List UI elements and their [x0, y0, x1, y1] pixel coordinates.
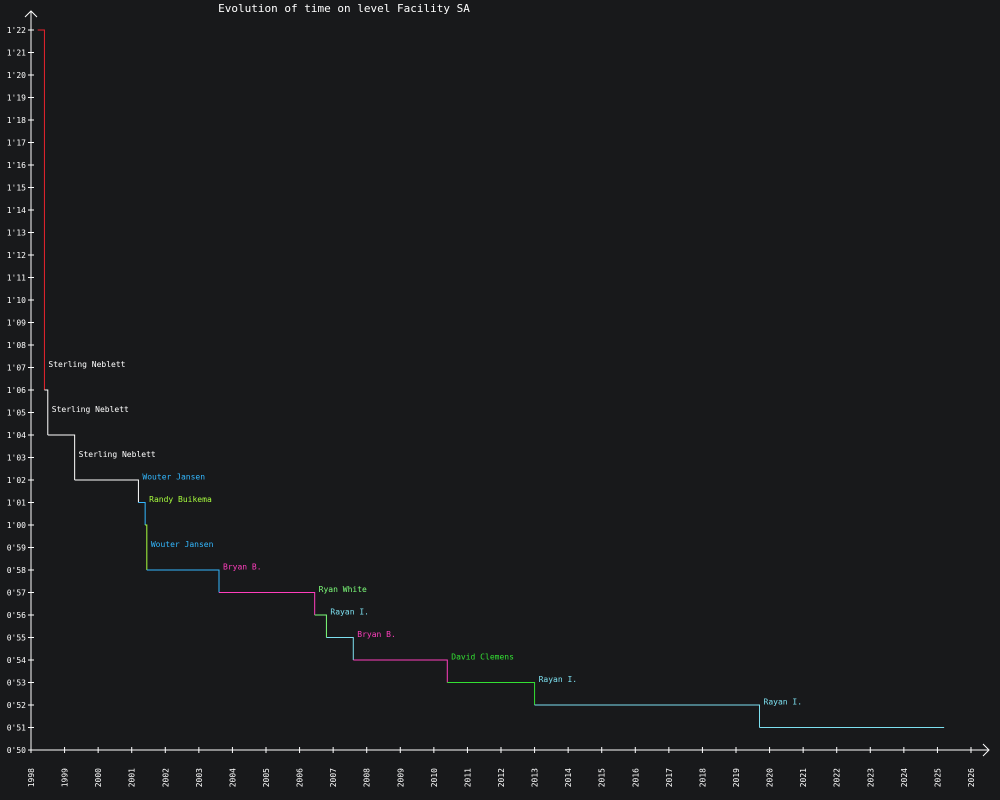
y-tick-label: 1'04: [7, 431, 26, 440]
x-tick-label: 2020: [766, 768, 775, 787]
record-holder-label: Wouter Jansen: [151, 540, 214, 549]
record-holder-label: David Clemens: [451, 653, 514, 662]
y-axis-arrow: [24, 10, 38, 18]
y-tick-label: 1'20: [7, 71, 26, 80]
y-tick-label: 1'03: [7, 454, 26, 463]
y-tick-label: 0'55: [7, 634, 26, 643]
record-holder-label: Sterling Neblett: [48, 360, 125, 369]
record-step: [534, 704, 760, 728]
y-tick-label: 1'22: [7, 26, 26, 35]
record-holder-label: Rayan I.: [330, 608, 369, 617]
x-tick-label: 2002: [161, 768, 170, 787]
y-tick-label: 0'59: [7, 544, 26, 553]
y-tick-label: 1'02: [7, 476, 26, 485]
y-tick-label: 1'06: [7, 386, 26, 395]
y-tick-label: 1'16: [7, 161, 26, 170]
y-tick-label: 1'00: [7, 521, 26, 530]
x-tick-label: 2024: [900, 768, 909, 787]
y-tick-label: 1'15: [7, 184, 26, 193]
record-step: [146, 569, 220, 593]
record-holder-label: Bryan B.: [223, 563, 262, 572]
y-tick-label: 1'01: [7, 499, 26, 508]
x-tick-label: 2022: [833, 768, 842, 787]
x-tick-label: 2003: [195, 768, 204, 787]
x-tick-label: 2018: [698, 768, 707, 787]
y-tick-label: 0'50: [7, 746, 26, 755]
record-holder-label: Randy Buikema: [149, 495, 212, 504]
y-tick-label: 1'08: [7, 341, 26, 350]
y-tick-label: 1'11: [7, 274, 26, 283]
record-step: [353, 659, 448, 683]
record-step: [219, 592, 316, 615]
record-series: [37, 29, 945, 728]
x-tick-label: 2008: [363, 768, 372, 787]
axes: [24, 10, 990, 757]
record-holder-label: Ryan White: [319, 585, 367, 594]
record-step: [326, 637, 354, 660]
x-tick-label: 2017: [665, 768, 674, 787]
x-tick-label: 2014: [564, 768, 573, 787]
record-step: [314, 614, 327, 638]
record-step: [447, 682, 536, 705]
x-axis-ticks: 1998 1999 2000 2001 2002 2003 2004 2005 2006 2007…: [27, 747, 976, 787]
x-tick-label: 1999: [61, 768, 70, 787]
x-tick-label: 2010: [430, 768, 439, 787]
record-holder-label: Sterling Neblett: [52, 405, 129, 414]
x-tick-label: 2005: [262, 768, 271, 787]
record-step: [74, 479, 139, 503]
x-tick-label: 2004: [228, 768, 237, 787]
x-tick-label: 2006: [296, 768, 305, 787]
x-tick-label: 2001: [128, 768, 137, 787]
x-tick-label: 2019: [732, 768, 741, 787]
record-holder-label: Sterling Neblett: [79, 450, 156, 459]
y-tick-label: 0'54: [7, 656, 26, 665]
record-step: [138, 502, 146, 525]
y-tick-label: 1'09: [7, 319, 26, 328]
y-tick-label: 0'57: [7, 589, 26, 598]
y-tick-label: 1'12: [7, 251, 26, 260]
y-tick-label: 1'13: [7, 229, 26, 238]
x-tick-label: 2007: [329, 768, 338, 787]
x-tick-label: 1998: [27, 768, 36, 787]
x-tick-label: 2026: [967, 768, 976, 787]
record-step: [37, 29, 45, 390]
y-tick-label: 1'05: [7, 409, 26, 418]
y-tick-label: 1'07: [7, 364, 26, 373]
x-tick-label: 2000: [94, 768, 103, 787]
record-holder-label: Rayan I.: [764, 698, 803, 707]
x-tick-label: 2016: [631, 768, 640, 787]
record-step: [145, 524, 148, 570]
y-tick-label: 0'58: [7, 566, 26, 575]
y-tick-label: 1'18: [7, 116, 26, 125]
x-tick-label: 2025: [933, 768, 942, 787]
y-tick-label: 0'52: [7, 701, 26, 710]
x-axis-arrow: [982, 743, 990, 757]
y-tick-label: 1'17: [7, 139, 26, 148]
y-tick-label: 1'19: [7, 94, 26, 103]
record-step: [47, 434, 76, 480]
x-tick-label: 2023: [866, 768, 875, 787]
x-tick-label: 2013: [531, 768, 540, 787]
x-tick-label: 2009: [396, 768, 405, 787]
y-tick-label: 0'56: [7, 611, 26, 620]
x-tick-label: 2021: [799, 768, 808, 787]
record-holder-label: Bryan B.: [357, 630, 396, 639]
record-holder-label: Rayan I.: [539, 675, 578, 684]
record-step: [44, 389, 49, 435]
y-tick-label: 0'51: [7, 724, 26, 733]
record-holder-labels: Sterling Neblett Sterling Neblett Sterling…: [48, 360, 802, 707]
y-tick-label: 1'10: [7, 296, 26, 305]
x-tick-label: 2011: [463, 768, 472, 787]
y-axis-ticks: 0'50 0'51 0'52 0'53 0'54 0'55 0'56 0'57 0'58 0'59…: [7, 26, 34, 755]
x-tick-label: 2015: [598, 768, 607, 787]
y-tick-label: 1'21: [7, 49, 26, 58]
record-holder-label: Wouter Jansen: [142, 473, 205, 482]
x-tick-label: 2012: [497, 768, 506, 787]
y-tick-label: 0'53: [7, 679, 26, 688]
chart-title: Evolution of time on level Facility SA: [218, 2, 470, 15]
y-tick-label: 1'14: [7, 206, 26, 215]
